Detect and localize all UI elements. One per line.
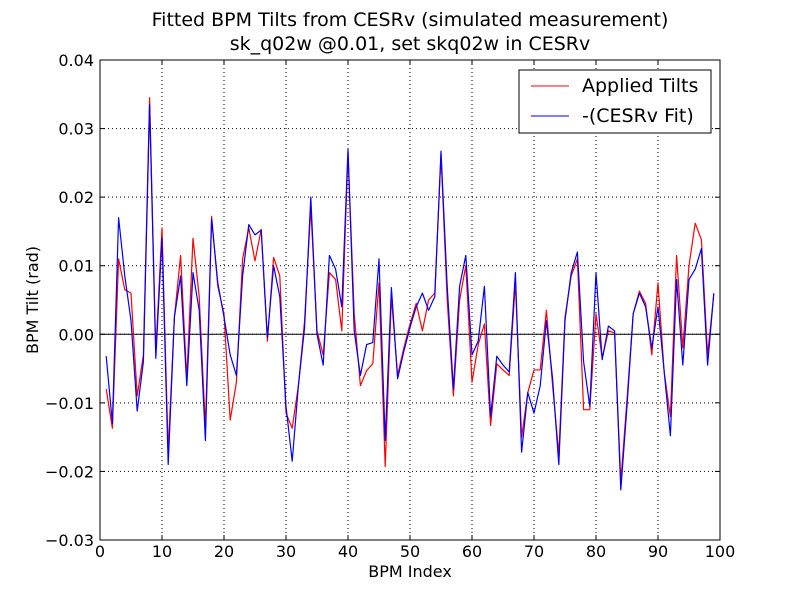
x-tick-label: 60 xyxy=(462,542,482,561)
x-tick-label: 0 xyxy=(95,542,105,561)
y-tick-label: −0.01 xyxy=(45,394,94,413)
x-tick-label: 40 xyxy=(338,542,358,561)
y-tick-labels: −0.03 −0.02 −0.01 0.00 0.01 0.02 0.03 0.04 xyxy=(45,51,94,550)
x-axis-label: BPM Index xyxy=(368,562,452,581)
series-cesrv-fit xyxy=(105,103,715,491)
y-tick-label: −0.03 xyxy=(45,531,94,550)
x-tick-label: 70 xyxy=(524,542,544,561)
legend-label-applied-tilts: Applied Tilts xyxy=(582,75,698,97)
x-tick-label: 80 xyxy=(586,542,606,561)
axis-ticks xyxy=(99,59,721,541)
legend: Applied Tilts -(CESRv Fit) xyxy=(518,69,712,134)
y-tick-label: 0.02 xyxy=(58,188,94,207)
x-tick-label: 10 xyxy=(152,542,172,561)
y-tick-label: 0.01 xyxy=(58,257,94,276)
x-tick-label: 50 xyxy=(400,542,420,561)
legend-box xyxy=(518,69,712,134)
x-tick-label: 20 xyxy=(214,542,234,561)
y-tick-label: −0.02 xyxy=(45,462,94,481)
y-tick-label: 0.00 xyxy=(58,325,94,344)
y-tick-label: 0.04 xyxy=(58,51,94,70)
x-tick-label: 30 xyxy=(276,542,296,561)
series-layer xyxy=(105,97,715,491)
y-tick-label: 0.03 xyxy=(58,120,94,139)
y-axis-label: BPM Tilt (rad) xyxy=(23,246,42,354)
chart-subtitle: sk_q02w @0.01, set skq02w in CESRv xyxy=(230,33,591,55)
x-tick-label: 90 xyxy=(648,542,668,561)
x-tick-labels: 0 10 20 30 40 50 60 70 80 90 100 xyxy=(95,542,735,561)
x-tick-label: 100 xyxy=(705,542,736,561)
chart-title: Fitted BPM Tilts from CESRv (simulated m… xyxy=(152,9,669,31)
legend-label-cesrv-fit: -(CESRv Fit) xyxy=(582,105,694,127)
